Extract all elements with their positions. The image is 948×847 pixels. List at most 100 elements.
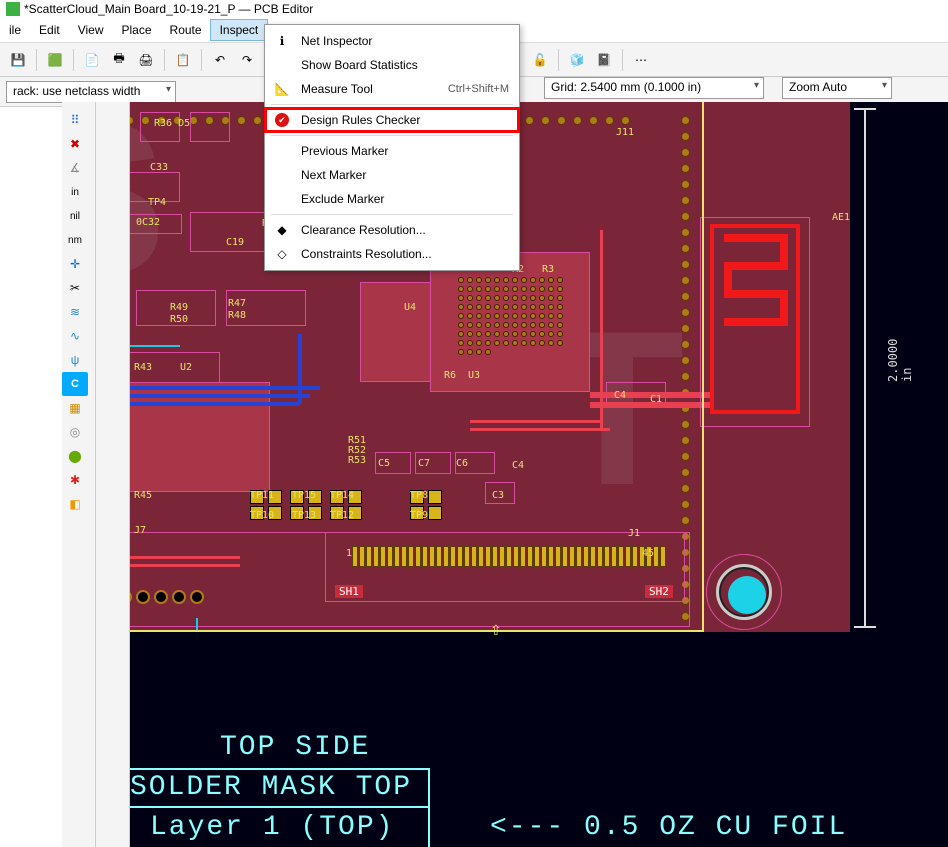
u2-block xyxy=(130,382,270,492)
dim-value: 2.0000 in xyxy=(886,320,914,382)
trace xyxy=(130,386,320,390)
bga-pads xyxy=(458,277,568,355)
menu-route[interactable]: Route xyxy=(161,20,211,40)
fork-icon[interactable]: ψ xyxy=(62,348,88,372)
undo-button[interactable]: ↶ xyxy=(208,48,232,72)
pad-outline-icon[interactable]: ▦ xyxy=(62,396,88,420)
trace xyxy=(298,334,302,404)
board-edge xyxy=(130,630,704,632)
menu-item-next-marker[interactable]: Next Marker xyxy=(265,163,519,187)
menu-item-design-rules-checker[interactable]: ✔ Design Rules Checker xyxy=(265,108,519,132)
refdes: U3 xyxy=(468,370,480,381)
save-button[interactable]: 💾 xyxy=(6,48,30,72)
menu-item-label: Clearance Resolution... xyxy=(301,223,509,237)
trace xyxy=(196,618,198,630)
menu-item-measure-tool[interactable]: 📐Measure ToolCtrl+Shift+M xyxy=(265,77,519,101)
curve-icon[interactable]: ∿ xyxy=(62,324,88,348)
menu-item-exclude-marker[interactable]: Exclude Marker xyxy=(265,187,519,211)
layers-icon[interactable]: ◧ xyxy=(62,492,88,516)
menu-ile[interactable]: ile xyxy=(0,20,30,40)
doc-solder-mask: SOLDER MASK TOP xyxy=(130,772,412,803)
plot-button[interactable]: 🖨 xyxy=(134,48,158,72)
hole-keepout xyxy=(706,554,782,630)
mm-button[interactable]: nm xyxy=(62,228,88,252)
refdes: 1 xyxy=(346,548,352,559)
zoom-combo[interactable]: Zoom Auto xyxy=(782,77,892,99)
refdes: R53 xyxy=(348,455,366,466)
doc-line xyxy=(130,768,430,770)
refdes: TP13 xyxy=(292,510,316,521)
trace xyxy=(130,394,310,398)
inspect-menu: ℹNet InspectorShow Board Statistics📐Meas… xyxy=(264,24,520,271)
menu-inspect[interactable]: Inspect xyxy=(211,20,268,40)
track-outline-icon[interactable]: ⬤ xyxy=(62,444,88,468)
menu-item-clearance-resolution-[interactable]: ◆ Clearance Resolution... xyxy=(265,218,519,242)
refdes: R48 xyxy=(228,310,246,321)
trace xyxy=(130,402,300,406)
blank-icon xyxy=(273,190,291,208)
cursor-full-icon[interactable]: ✛ xyxy=(62,252,88,276)
menu-item-label: Design Rules Checker xyxy=(301,113,509,127)
print-button[interactable]: 🖶 xyxy=(107,48,131,72)
shortcut: Ctrl+Shift+M xyxy=(448,83,509,95)
ratsnest-icon[interactable]: ≋ xyxy=(62,300,88,324)
blank-icon xyxy=(273,142,291,160)
x-icon[interactable]: ✖ xyxy=(62,132,88,156)
contrast-icon[interactable]: ✱ xyxy=(62,468,88,492)
refdes: C4 xyxy=(512,460,524,471)
menu-edit[interactable]: Edit xyxy=(30,20,69,40)
refdes: TP14 xyxy=(330,490,354,501)
trace xyxy=(470,420,600,423)
refdes: R36 D5 xyxy=(154,118,190,129)
pcb-canvas[interactable]: S T xyxy=(130,102,948,847)
antenna-trace xyxy=(724,318,788,326)
inches-button[interactable]: in xyxy=(62,180,88,204)
doc-line xyxy=(130,806,430,808)
doc-layer1: Layer 1 (TOP) xyxy=(150,812,394,843)
sh2-label: SH2 xyxy=(645,585,673,598)
info-icon: ℹ xyxy=(273,32,291,50)
refdes: C4 xyxy=(614,390,626,401)
antenna-trace xyxy=(724,262,788,270)
menu-item-constraints-resolution-[interactable]: ◇Constraints Resolution... xyxy=(265,242,519,266)
more-button[interactable]: ⋯ xyxy=(629,48,653,72)
track-width-combo[interactable]: rack: use netclass width xyxy=(6,81,176,103)
left-unit-strip: ⠿ ✖ ∡ in nil nm ✛ ✂ ≋ ∿ ψ C ▦ ◎ ⬤ ✱ ◧ xyxy=(62,102,96,847)
mils-button[interactable]: nil xyxy=(62,204,88,228)
trace xyxy=(130,564,240,567)
antenna-trace xyxy=(780,290,788,320)
c-layer-icon[interactable]: C xyxy=(62,372,88,396)
grid-combo[interactable]: Grid: 2.5400 mm (0.1000 in) xyxy=(544,77,764,99)
constraints-icon: ◇ xyxy=(273,245,291,263)
unlock-button[interactable]: 🔓 xyxy=(528,48,552,72)
redo-button[interactable]: ↷ xyxy=(235,48,259,72)
scissors-icon[interactable]: ✂ xyxy=(62,276,88,300)
refdes: R3 xyxy=(542,264,554,275)
board-setup-button[interactable]: 🟩 xyxy=(43,48,67,72)
angle-icon[interactable]: ∡ xyxy=(62,156,88,180)
arrow-marker: ⇧ xyxy=(490,622,502,639)
refdes: 0C32 xyxy=(136,217,160,228)
refdes: J1 xyxy=(628,528,640,539)
3d-button[interactable]: 🧊 xyxy=(565,48,589,72)
antenna-trace xyxy=(724,234,788,242)
menu-item-net-inspector[interactable]: ℹNet Inspector xyxy=(265,29,519,53)
refdes: R45 xyxy=(134,490,152,501)
antenna-trace xyxy=(724,290,788,298)
trace xyxy=(600,230,603,430)
sh1-label: SH1 xyxy=(335,585,363,598)
clearance-icon: ◆ xyxy=(273,221,291,239)
refdes: TP10 xyxy=(250,510,274,521)
grid-dots-icon[interactable]: ⠿ xyxy=(62,108,88,132)
menu-view[interactable]: View xyxy=(69,20,113,40)
menu-item-show-board-statistics[interactable]: Show Board Statistics xyxy=(265,53,519,77)
scripting-button[interactable]: 📓 xyxy=(592,48,616,72)
via-outline-icon[interactable]: ◎ xyxy=(62,420,88,444)
drc-icon: ✔ xyxy=(273,111,291,129)
menu-place[interactable]: Place xyxy=(113,20,161,40)
page-settings-button[interactable]: 📄 xyxy=(80,48,104,72)
paste-button[interactable]: 📋 xyxy=(171,48,195,72)
doc-foil: <--- 0.5 OZ CU FOIL xyxy=(490,812,847,843)
window-title: *ScatterCloud_Main Board_10-19-21_P — PC… xyxy=(24,2,313,16)
menu-item-previous-marker[interactable]: Previous Marker xyxy=(265,139,519,163)
